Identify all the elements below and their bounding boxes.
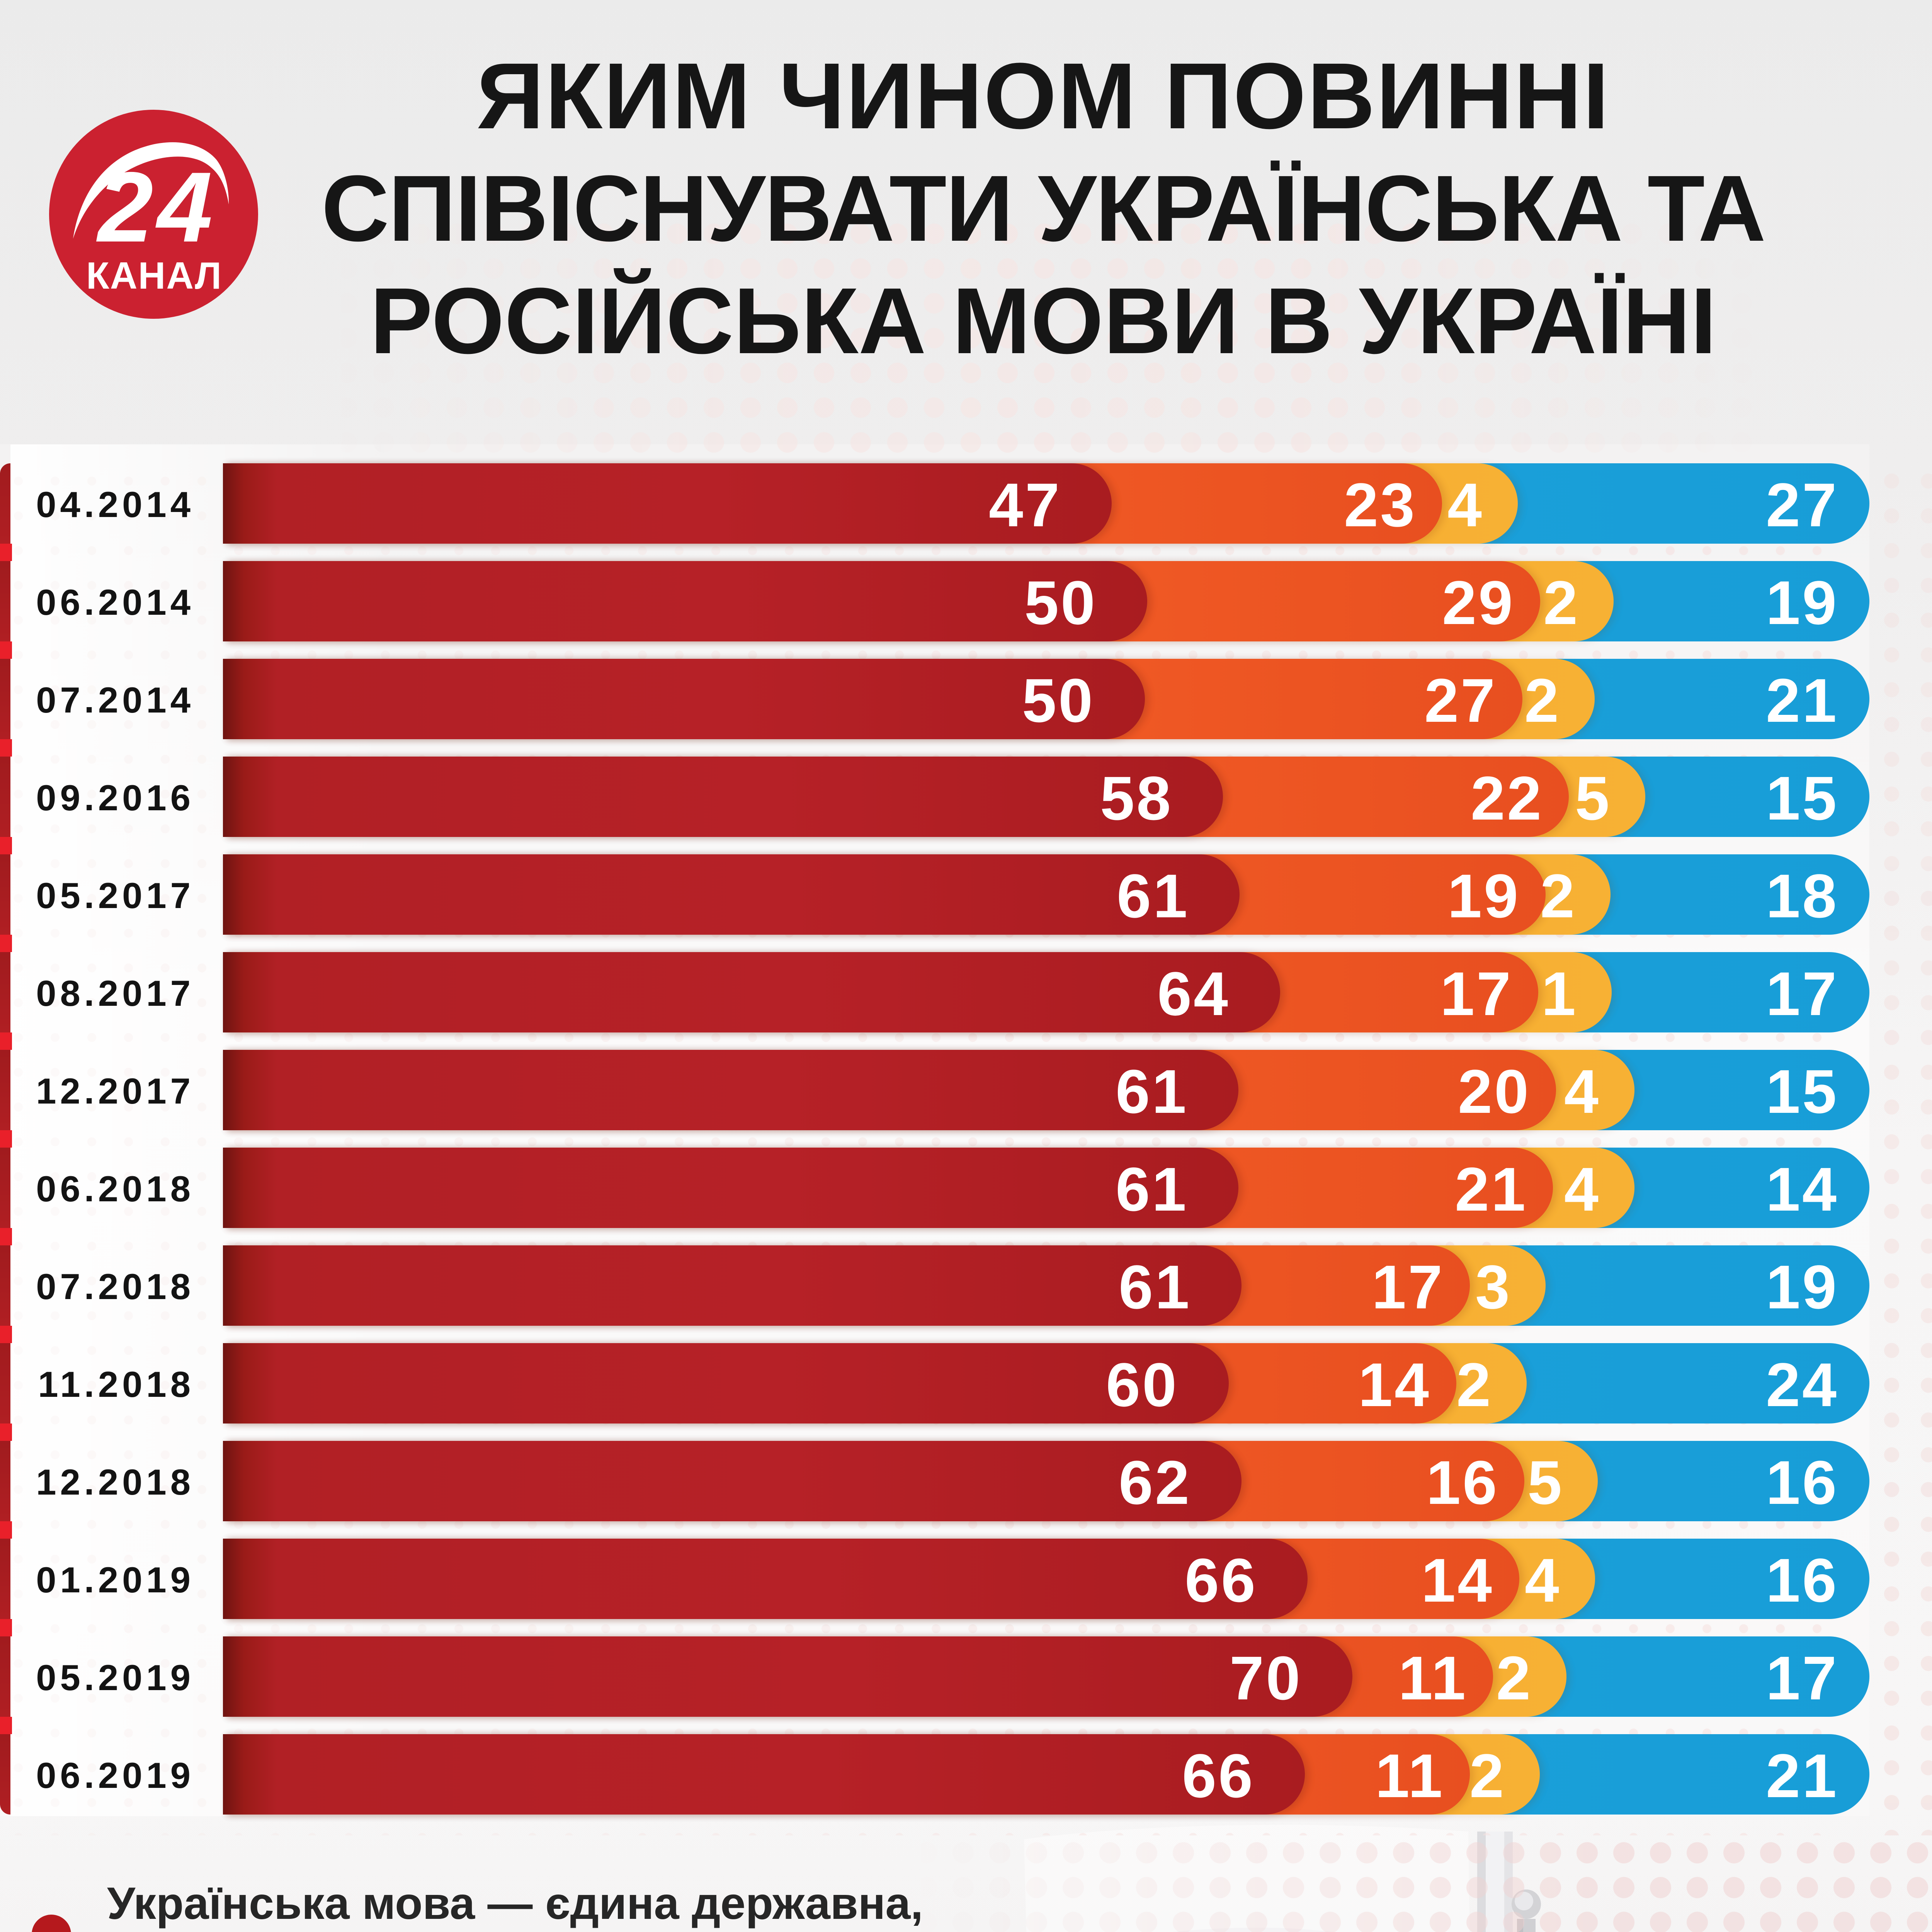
svg-text:24: 24 <box>96 151 216 263</box>
svg-text:КАНАЛ: КАНАЛ <box>86 254 222 297</box>
